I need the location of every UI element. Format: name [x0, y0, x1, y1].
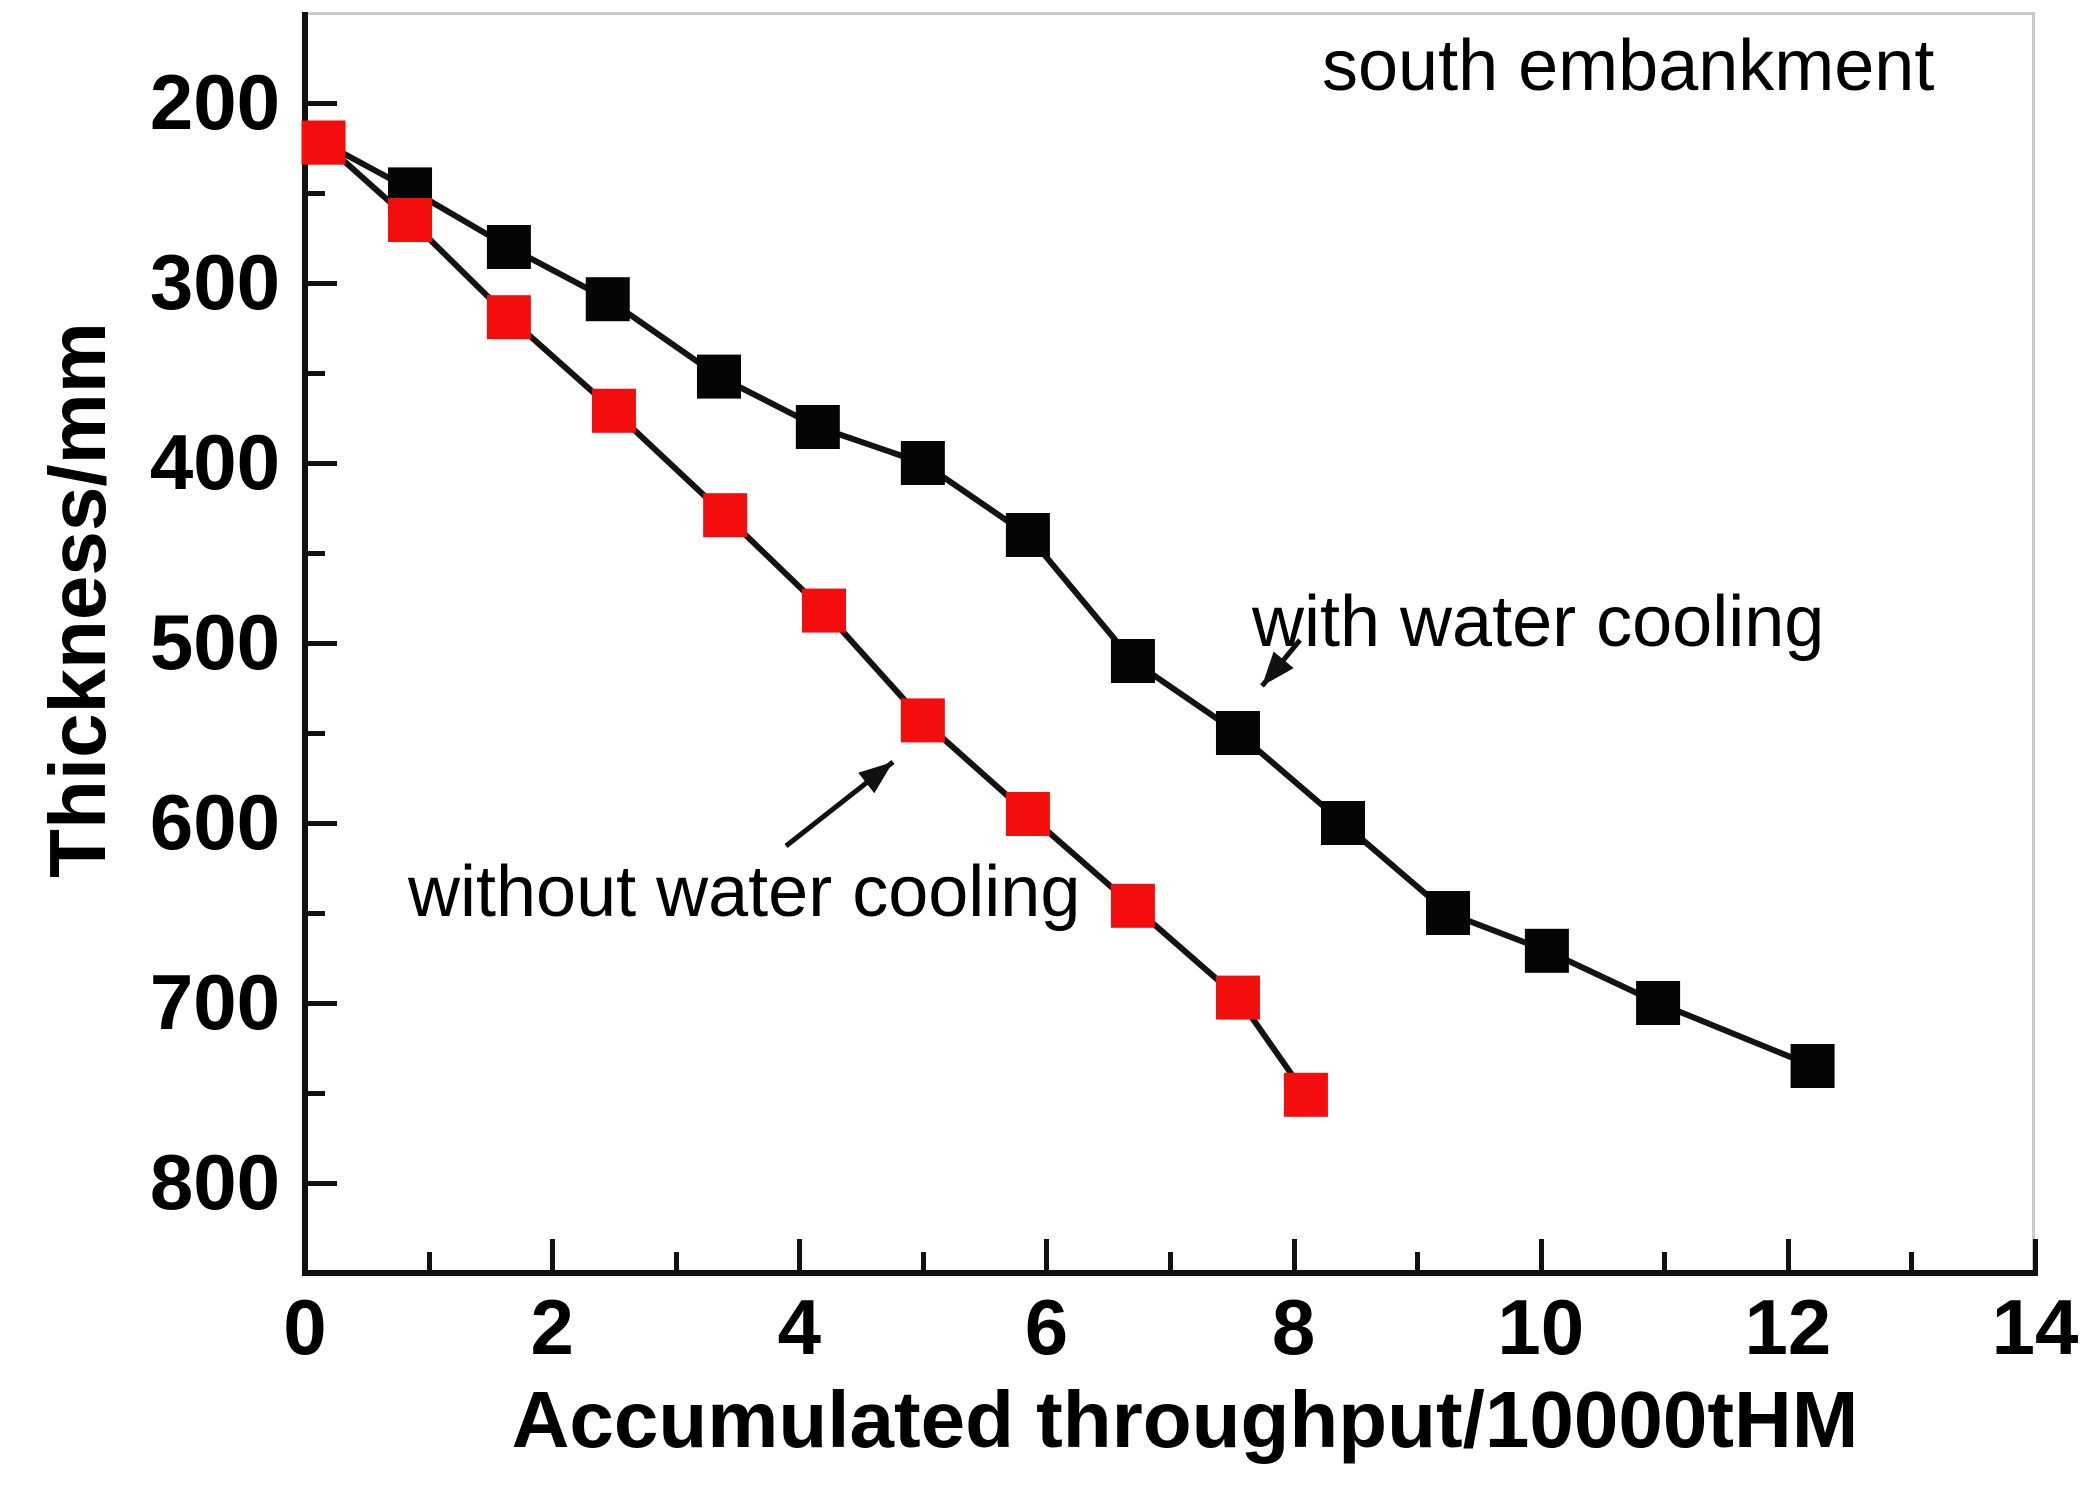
y-tick-label: 400 [149, 418, 280, 506]
x-tick-label: 0 [283, 1283, 327, 1371]
y-tick-minor [307, 1091, 325, 1096]
series-label-without-cooling: without water cooling [408, 852, 1081, 932]
x-tick-minor [1168, 1252, 1173, 1271]
x-axis-line [302, 1270, 2038, 1276]
y-tick-label: 600 [149, 778, 280, 866]
y-tick-label: 500 [149, 598, 280, 686]
x-tick-label: 14 [1991, 1283, 2079, 1371]
y-axis-line [302, 12, 308, 1276]
x-tick-minor [1662, 1252, 1668, 1271]
y-tick-major [307, 1001, 337, 1006]
x-tick-label: 6 [1024, 1283, 1069, 1371]
y-tick-minor [307, 551, 325, 556]
y-tick-major [307, 101, 337, 106]
x-tick-major [303, 1239, 308, 1271]
y-tick-major [307, 641, 337, 646]
y-tick-minor [307, 371, 325, 376]
y-tick-major [307, 821, 337, 826]
y-tick-minor [307, 191, 325, 196]
series-label-with-cooling: with water cooling [1252, 582, 1825, 662]
y-tick-label: 700 [149, 958, 280, 1046]
x-tick-major [1044, 1239, 1050, 1271]
y-axis-title: Thickness/mm [33, 322, 122, 878]
x-tick-minor [1909, 1252, 1915, 1271]
y-tick-minor [307, 731, 325, 736]
x-tick-minor [673, 1252, 679, 1271]
y-tick-major [307, 1181, 337, 1186]
y-tick-label: 300 [149, 238, 280, 326]
plot-title-inset: south embankment [1322, 26, 1935, 106]
y-tick-major [307, 281, 337, 286]
x-tick-major [1291, 1239, 1297, 1271]
x-tick-label: 2 [530, 1283, 574, 1371]
y-tick-label: 200 [149, 58, 280, 146]
y-tick-minor [307, 911, 325, 916]
y-tick-major [307, 461, 337, 466]
x-tick-minor [426, 1252, 432, 1271]
x-tick-label: 12 [1744, 1283, 1832, 1371]
x-tick-major [797, 1239, 803, 1271]
x-axis-title: Accumulated throughput/10000tHM [511, 1375, 1859, 1464]
x-tick-minor [920, 1252, 926, 1271]
x-tick-label: 10 [1497, 1283, 1585, 1371]
x-tick-major [2033, 1239, 2038, 1271]
x-tick-major [1538, 1239, 1544, 1271]
y-tick-label: 800 [149, 1138, 280, 1226]
x-tick-label: 8 [1271, 1283, 1316, 1371]
x-tick-minor [1415, 1252, 1421, 1271]
x-tick-major [1785, 1239, 1791, 1271]
x-tick-major [550, 1239, 556, 1271]
x-tick-label: 4 [777, 1283, 821, 1371]
